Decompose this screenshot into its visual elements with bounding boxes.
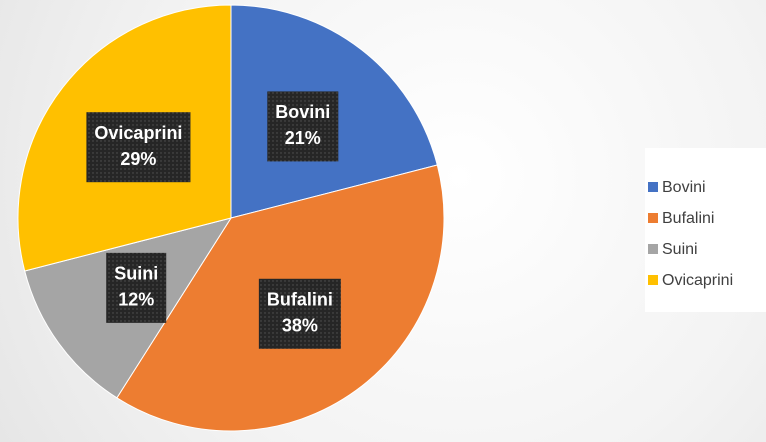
data-label-value: 38% — [282, 316, 318, 336]
legend-swatch — [648, 182, 658, 192]
legend-swatch — [648, 275, 658, 285]
legend-swatch — [648, 244, 658, 254]
data-label-name: Bufalini — [267, 290, 333, 310]
data-label-value: 29% — [120, 149, 156, 169]
data-label: Ovicaprini 29% — [86, 112, 191, 183]
data-label-value: 21% — [285, 128, 321, 148]
data-label-box — [106, 252, 167, 323]
data-label-value: 12% — [118, 290, 154, 310]
data-label: Bufalini 38% — [258, 278, 341, 349]
data-label-box — [86, 112, 191, 183]
legend-box — [645, 148, 766, 312]
legend-swatch — [648, 213, 658, 223]
data-label: Suini 12% — [106, 252, 167, 323]
legend-label: Ovicaprini — [662, 272, 733, 289]
legend-label: Bovini — [662, 179, 706, 196]
data-label-box — [258, 278, 341, 349]
legend-label: Suini — [662, 241, 698, 258]
data-label-box — [267, 91, 339, 162]
data-label: Bovini 21% — [267, 91, 339, 162]
legend-label: Bufalini — [662, 210, 714, 227]
data-label-name: Ovicaprini — [94, 123, 182, 143]
data-label-name: Suini — [114, 264, 158, 284]
data-label-name: Bovini — [275, 102, 330, 122]
